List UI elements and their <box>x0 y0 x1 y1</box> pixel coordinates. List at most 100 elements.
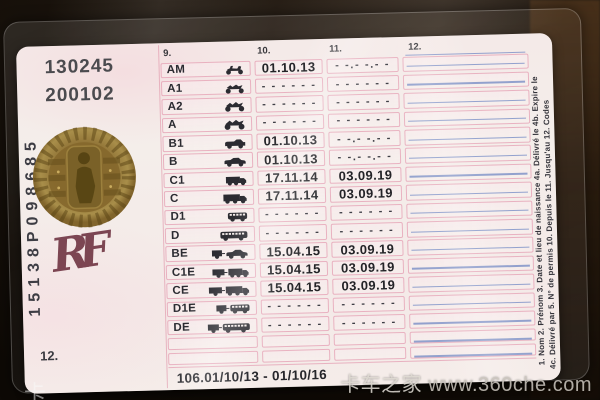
valid-until-cell: 03.09.19 <box>329 166 402 185</box>
valid-until-cell: - -.- -.- - <box>326 56 399 74</box>
valid-from-cell: 01.10.13 <box>256 132 325 150</box>
codes-cell <box>408 273 535 293</box>
valid-from-cell: 17.11.14 <box>257 187 327 205</box>
ruled-line <box>413 320 532 325</box>
category-label: C1E <box>171 265 196 279</box>
valid-until-cell: - - - - - - <box>333 313 406 332</box>
category-label: C1 <box>169 174 186 187</box>
codes-cell <box>409 328 536 345</box>
codes-cell <box>405 163 532 183</box>
table-row: DE - - - - - - - - - - - - <box>167 309 536 337</box>
valid-until-cell: - - - - - - <box>326 74 400 93</box>
ruled-line <box>412 301 531 307</box>
category-label: C <box>169 192 179 206</box>
ruled-line <box>411 246 530 251</box>
category-label: A <box>167 119 177 132</box>
truck-icon <box>222 190 248 205</box>
field-12-label: 12. <box>39 348 59 364</box>
codes-cell <box>406 200 533 219</box>
valid-from-cell: - - - - - - <box>254 76 324 95</box>
categories-table: 9. 10. 11. 12. AM 01.10.13 - -.- -.- - A… <box>158 36 537 389</box>
ruled-line <box>414 352 533 358</box>
code-106-text: 106.01/10/13 - 01/10/16 <box>176 366 328 386</box>
valid-from-cell: - - - - - - <box>258 223 328 242</box>
valid-from-cell <box>261 333 330 349</box>
car-trailer-icon <box>211 245 249 260</box>
table-row: B 01.10.13 - -.- -.- - <box>162 144 532 172</box>
table-row: D1E - - - - - - - - - - - - <box>166 291 535 319</box>
light-motorcycle-icon <box>224 80 245 95</box>
ruled-line <box>406 62 525 68</box>
table-row: A2 - - - - - - - - - - - - <box>161 88 530 116</box>
number-line-1: 130245 <box>44 55 115 79</box>
codes-cell <box>407 236 534 256</box>
valid-until-cell: - - - - - - <box>327 93 400 111</box>
watermark: 卡车之家 www.360che.com <box>340 368 592 397</box>
valid-from-cell <box>262 348 331 364</box>
valid-from-cell: - - - - - - <box>258 205 327 223</box>
valid-from-cell: 15.04.15 <box>260 279 329 297</box>
ruled-line <box>408 136 527 141</box>
table-row: C1 17.11.14 03.09.19 <box>163 162 532 190</box>
ruled-line <box>409 172 528 178</box>
rf-monogram: RF <box>47 222 105 283</box>
watermark-url: www.360che.com <box>428 374 592 396</box>
valid-from-cell: - - - - - - <box>255 95 324 113</box>
codes-cell <box>409 343 537 360</box>
codes-cell <box>405 181 533 201</box>
table-row: D1 - - - - - - - - - - - - <box>164 199 533 227</box>
ruled-line <box>411 264 530 270</box>
ruled-line <box>407 81 526 86</box>
category-label: D1 <box>170 210 186 224</box>
valid-until-cell <box>334 346 407 362</box>
ruled-line <box>413 337 532 343</box>
printed-numbers: 130245 200102 <box>44 51 155 110</box>
valid-from-cell: 01.10.13 <box>256 150 326 168</box>
watermark-site-name: 卡车之家 <box>340 374 423 396</box>
minibus-icon <box>226 208 248 223</box>
ruled-line <box>409 154 528 159</box>
medium-truck-trailer-icon <box>212 264 250 279</box>
category-label: CE <box>172 284 190 297</box>
valid-from-cell: - - - - - - <box>260 297 330 315</box>
table-row: A - - - - - - - - - - - - <box>161 107 531 135</box>
category-label: D <box>170 229 180 242</box>
table-row: D - - - - - - - - - - - - <box>164 217 534 245</box>
ruled-line <box>409 191 528 196</box>
category-label: AM <box>166 63 186 77</box>
ruled-line <box>410 228 529 233</box>
valid-from-cell: 15.04.15 <box>259 242 328 260</box>
ruled-line <box>410 209 529 215</box>
table-row: AM 01.10.13 - -.- -.- - <box>160 52 529 80</box>
table-rows: AM 01.10.13 - -.- -.- - A1 - - - - - - -… <box>160 52 537 367</box>
motorcycle-icon <box>223 98 245 113</box>
bus-trailer-icon <box>207 319 251 334</box>
watermark-corner-glyph: 卡 <box>24 381 47 400</box>
table-row: C 17.11.14 03.09.19 <box>163 180 533 208</box>
valid-until-cell: - -.- -.- - <box>328 148 402 166</box>
license-card-back: 130245 200102 15138P098685 RF 12. <box>16 32 561 394</box>
ruled-line <box>408 117 527 123</box>
codes-cell <box>408 292 535 311</box>
heavy-motorcycle-icon <box>223 116 246 131</box>
valid-from-cell: 17.11.14 <box>257 168 326 187</box>
codes-cell <box>403 108 531 128</box>
valid-from-cell: 01.10.13 <box>254 58 323 76</box>
minibus-trailer-icon <box>216 300 251 315</box>
category-label: B <box>168 156 178 169</box>
valid-until-cell: 03.09.19 <box>332 277 405 295</box>
valid-until-cell: - - - - - - <box>330 203 403 221</box>
truck-trailer-icon <box>208 282 250 297</box>
table-row: CE 15.04.15 03.09.19 <box>166 272 535 300</box>
category-label: D1E <box>172 302 197 316</box>
codes-cell <box>402 53 529 72</box>
codes-cell <box>409 310 536 330</box>
moped-icon <box>224 61 244 76</box>
codes-cell <box>402 71 530 91</box>
table-row: C1E 15.04.15 03.09.19 <box>165 254 535 282</box>
table-row: A1 - - - - - - - - - - - - <box>160 70 530 98</box>
category-label: BE <box>171 247 189 261</box>
valid-until-cell: - - - - - - <box>332 295 406 313</box>
medium-truck-icon <box>224 172 247 187</box>
